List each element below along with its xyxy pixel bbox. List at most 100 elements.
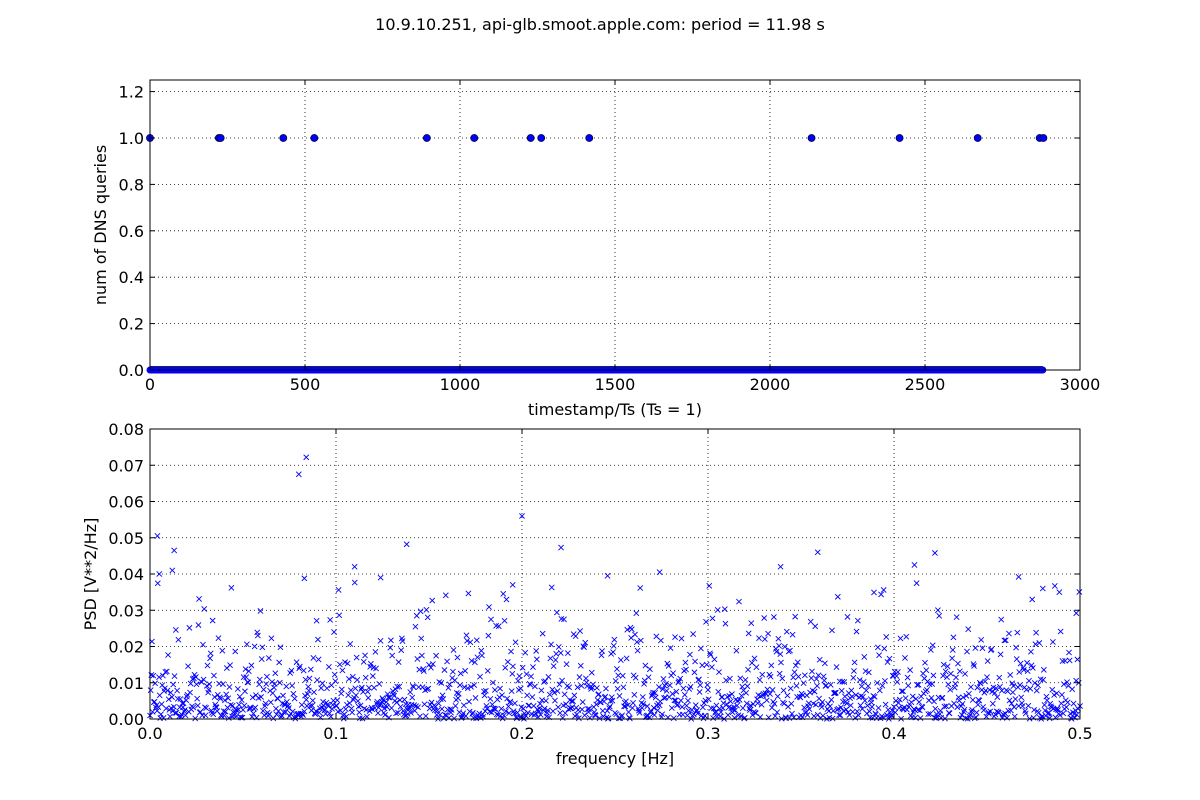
bottom-chart-point	[1013, 656, 1020, 662]
bottom-chart-point	[385, 694, 392, 701]
bottom-chart-point	[509, 670, 516, 677]
bottom-chart-point	[991, 690, 998, 696]
bottom-chart-point	[619, 672, 626, 679]
bottom-chart-point	[522, 649, 529, 656]
bottom-chart-point	[552, 697, 558, 704]
bottom-chart-point	[915, 681, 922, 688]
bottom-chart-point	[484, 667, 491, 674]
bottom-chart-point	[919, 704, 926, 711]
bottom-chart-point	[302, 676, 309, 683]
bottom-chart-point	[1002, 637, 1009, 644]
bottom-chart-point	[733, 647, 740, 654]
bottom-chart-point	[434, 707, 441, 714]
bottom-chart-point	[274, 695, 281, 702]
bottom-chart-point	[554, 688, 561, 694]
bottom-chart-point	[488, 709, 495, 716]
top-chart: 0 500 1000 1500 2000 2500 3000 0.0 0.2 0.4 0.6 0.8 1…	[91, 79, 1100, 419]
bottom-chart-point	[726, 693, 733, 699]
bottom-chart-point	[444, 658, 451, 665]
bottom-chart-point	[900, 688, 906, 695]
bottom-chart-point	[492, 706, 499, 713]
bottom-chart-point	[996, 674, 1003, 681]
bottom-chart-point	[221, 712, 228, 719]
bottom-chart-point	[1010, 683, 1017, 689]
bottom-chart-point	[1009, 689, 1016, 696]
bottom-chart-point	[502, 708, 509, 715]
bottom-chart-point	[225, 715, 232, 721]
bottom-chart-point	[192, 715, 199, 722]
bottom-chart-x-tick-label: 0.4	[881, 724, 906, 743]
bottom-chart-point	[633, 610, 640, 617]
bottom-chart-point	[882, 677, 888, 684]
bottom-chart-point	[681, 691, 688, 698]
bottom-chart-y-tick-label: 0.02	[108, 638, 144, 657]
bottom-chart-point	[240, 706, 246, 713]
bottom-chart-point	[391, 692, 398, 699]
bottom-chart-point	[296, 665, 303, 672]
bottom-chart-point	[614, 685, 621, 692]
bottom-chart-point	[949, 655, 956, 662]
bottom-chart-point	[777, 651, 784, 658]
bottom-chart-point	[855, 712, 862, 719]
bottom-chart-point	[164, 687, 171, 694]
bottom-chart-point	[712, 708, 719, 715]
bottom-chart-point	[305, 687, 312, 694]
bottom-chart-point	[701, 712, 708, 719]
top-chart-x-tick-label: 500	[290, 375, 321, 394]
bottom-chart-point	[705, 686, 711, 693]
bottom-chart-y-tick-label: 0.00	[108, 710, 144, 729]
bottom-chart-point	[848, 687, 855, 694]
bottom-chart-point	[510, 663, 516, 670]
bottom-chart-point	[603, 685, 609, 692]
bottom-chart-point	[889, 707, 895, 714]
bottom-chart-point	[1066, 649, 1072, 656]
bottom-chart-point	[219, 647, 226, 654]
bottom-chart-point	[646, 666, 653, 673]
bottom-chart-point	[171, 547, 178, 554]
bottom-chart-point	[806, 706, 813, 713]
bottom-chart-point	[325, 663, 332, 670]
bottom-chart-point	[342, 706, 349, 713]
top-chart-x-axis-label: timestamp/Ts (Ts = 1)	[528, 400, 702, 419]
bottom-chart-point	[949, 647, 956, 653]
bottom-chart-point	[611, 636, 618, 643]
bottom-chart-point	[469, 709, 476, 716]
bottom-chart-point	[315, 656, 322, 663]
bottom-chart-point	[406, 704, 413, 711]
bottom-chart-point	[645, 674, 652, 681]
bottom-chart-point	[860, 693, 866, 700]
bottom-chart-point	[211, 694, 218, 700]
bottom-chart-point	[249, 694, 256, 701]
bottom-chart-point	[404, 711, 411, 717]
bottom-chart-point	[259, 644, 266, 651]
bottom-chart-point	[235, 706, 242, 713]
bottom-chart-point	[947, 686, 954, 693]
bottom-chart-point	[790, 674, 797, 681]
bottom-chart-point	[490, 679, 496, 686]
bottom-chart-point	[650, 689, 657, 696]
bottom-chart-point	[747, 707, 753, 714]
bottom-chart-point	[1011, 713, 1018, 720]
bottom-chart-point	[509, 581, 516, 588]
bottom-chart-point	[964, 648, 970, 655]
bottom-chart-point	[756, 676, 763, 683]
bottom-chart-point	[781, 643, 788, 650]
bottom-chart-point	[194, 702, 201, 709]
bottom-chart-point	[581, 644, 587, 651]
bottom-chart-point	[204, 662, 211, 669]
bottom-chart-point	[1033, 629, 1039, 636]
bottom-chart-point	[373, 665, 379, 672]
bottom-chart-point	[871, 693, 878, 700]
bottom-chart-point	[609, 697, 616, 704]
bottom-chart-point	[338, 686, 345, 693]
bottom-chart-point	[934, 607, 941, 614]
bottom-chart-point	[517, 685, 524, 692]
bottom-chart-point	[1064, 679, 1070, 686]
bottom-chart-point	[331, 671, 338, 678]
bottom-chart-point	[998, 616, 1005, 623]
bottom-chart-point	[783, 628, 790, 635]
bottom-chart-point	[541, 705, 548, 712]
bottom-chart-point	[697, 645, 704, 652]
bottom-chart-point	[187, 680, 194, 687]
bottom-chart-point	[464, 685, 471, 692]
